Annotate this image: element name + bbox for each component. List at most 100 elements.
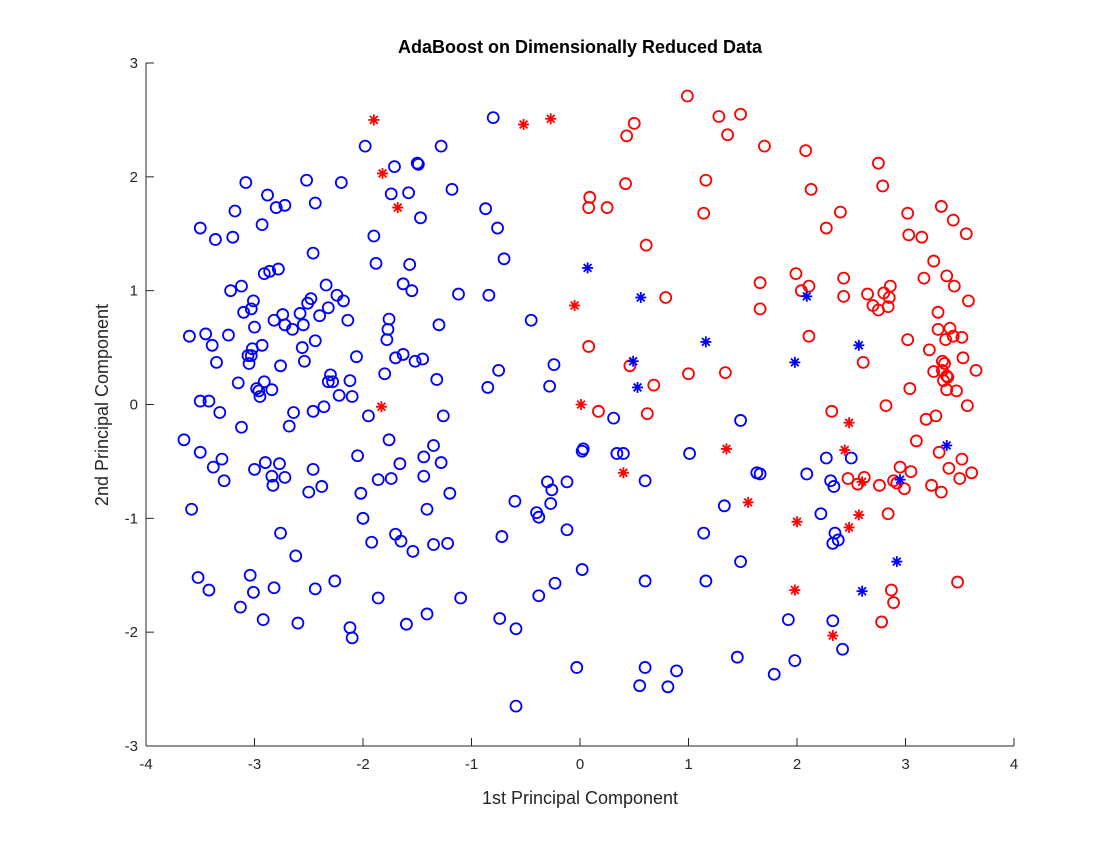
data-points xyxy=(177,89,983,713)
blue-circle-point xyxy=(417,450,431,464)
blue-circle-point xyxy=(734,414,747,427)
blue-circle-point xyxy=(256,613,270,627)
blue-circle-point xyxy=(607,411,621,425)
red-circle-point xyxy=(915,230,929,244)
red-star-point xyxy=(720,443,732,455)
red-circle-point xyxy=(825,404,839,418)
blue-circle-point xyxy=(273,457,286,471)
blue-circle-point xyxy=(210,355,223,369)
blue-circle-point xyxy=(215,452,229,466)
red-circle-point xyxy=(901,206,915,220)
red-circle-point xyxy=(682,367,695,381)
blue-circle-point xyxy=(237,305,251,319)
blue-circle-point xyxy=(253,390,267,403)
blue-circle-point xyxy=(257,375,271,389)
blue-circle-point xyxy=(250,382,264,395)
blue-circle-point xyxy=(351,449,364,463)
blue-circle-point xyxy=(575,563,589,576)
blue-circle-point xyxy=(427,538,440,551)
blue-star-point xyxy=(789,356,801,368)
red-circle-point xyxy=(934,200,948,213)
blue-circle-point xyxy=(193,394,207,408)
blue-circle-point xyxy=(267,581,281,595)
blue-circle-point xyxy=(222,328,235,342)
blue-star-point xyxy=(856,585,868,597)
blue-circle-point xyxy=(399,617,413,631)
red-circle-point xyxy=(834,205,847,219)
red-circle-point xyxy=(927,254,941,268)
blue-circle-point xyxy=(263,264,277,278)
blue-circle-point xyxy=(282,419,296,433)
blue-circle-point xyxy=(209,233,222,246)
blue-circle-point xyxy=(266,478,280,492)
red-circle-point xyxy=(938,357,951,370)
red-star-point xyxy=(518,118,530,130)
blue-circle-point xyxy=(717,499,731,513)
blue-circle-point xyxy=(278,470,292,484)
blue-circle-point xyxy=(308,196,322,210)
red-circle-point xyxy=(659,291,673,304)
red-star-point xyxy=(791,516,803,528)
blue-circle-point xyxy=(420,502,434,516)
blue-star-point xyxy=(632,381,644,393)
blue-circle-point xyxy=(493,612,507,625)
blue-circle-point xyxy=(265,383,279,397)
blue-circle-point xyxy=(638,574,652,588)
x-ticks: -4 -3 -2 -1 0 1 2 3 4 xyxy=(139,738,1018,773)
blue-circle-point xyxy=(661,680,675,694)
blue-circle-point xyxy=(247,585,260,599)
blue-circle-point xyxy=(560,523,574,537)
red-circle-point xyxy=(904,465,918,479)
blue-circle-point xyxy=(362,409,375,423)
x-tick-label: -2 xyxy=(356,756,369,773)
blue-circle-point xyxy=(430,373,444,386)
red-star-point xyxy=(545,113,557,125)
blue-circle-point xyxy=(371,591,385,605)
blue-circle-point xyxy=(434,456,448,469)
red-circle-point xyxy=(887,596,900,609)
red-circle-point xyxy=(789,267,803,280)
blue-star-point xyxy=(635,291,647,303)
red-star-point xyxy=(368,114,380,126)
blue-star-point xyxy=(891,556,903,568)
red-circle-point xyxy=(856,355,870,369)
x-tick-label: -3 xyxy=(248,756,261,773)
blue-circle-point xyxy=(334,176,348,189)
red-circle-point xyxy=(721,128,734,142)
y-tick-label: 1 xyxy=(130,283,138,300)
blue-circle-point xyxy=(345,390,359,403)
x-tick-label: 4 xyxy=(1010,756,1018,773)
red-circle-point xyxy=(969,363,983,377)
blue-circle-point xyxy=(819,451,833,465)
blue-circle-point xyxy=(545,483,559,497)
red-star-point xyxy=(839,444,851,456)
blue-circle-point xyxy=(384,187,398,201)
blue-circle-point xyxy=(396,277,410,291)
blue-circle-point xyxy=(235,279,248,293)
blue-circle-point xyxy=(213,406,227,419)
blue-circle-point xyxy=(403,258,417,271)
blue-circle-point xyxy=(547,358,561,372)
blue-circle-point xyxy=(436,409,450,423)
red-circle-point xyxy=(623,359,637,373)
blue-circle-point xyxy=(393,457,407,471)
blue-circle-point xyxy=(265,469,279,483)
red-circle-point xyxy=(881,300,895,314)
x-tick-label: 3 xyxy=(901,756,909,773)
red-star-point xyxy=(827,630,839,642)
red-circle-point xyxy=(940,369,954,383)
blue-circle-point xyxy=(410,156,424,170)
red-circle-point xyxy=(893,460,907,474)
blue-circle-point xyxy=(414,211,427,225)
blue-circle-point xyxy=(406,544,420,558)
blue-star-point xyxy=(941,439,953,451)
blue-circle-point xyxy=(224,284,238,298)
red-circle-point xyxy=(753,302,767,316)
blue-circle-point xyxy=(269,201,283,214)
blue-circle-point xyxy=(394,534,408,548)
red-circle-point xyxy=(940,269,954,283)
blue-circle-point xyxy=(206,460,220,474)
blue-circle-point xyxy=(308,582,322,596)
red-circle-point xyxy=(943,321,957,335)
